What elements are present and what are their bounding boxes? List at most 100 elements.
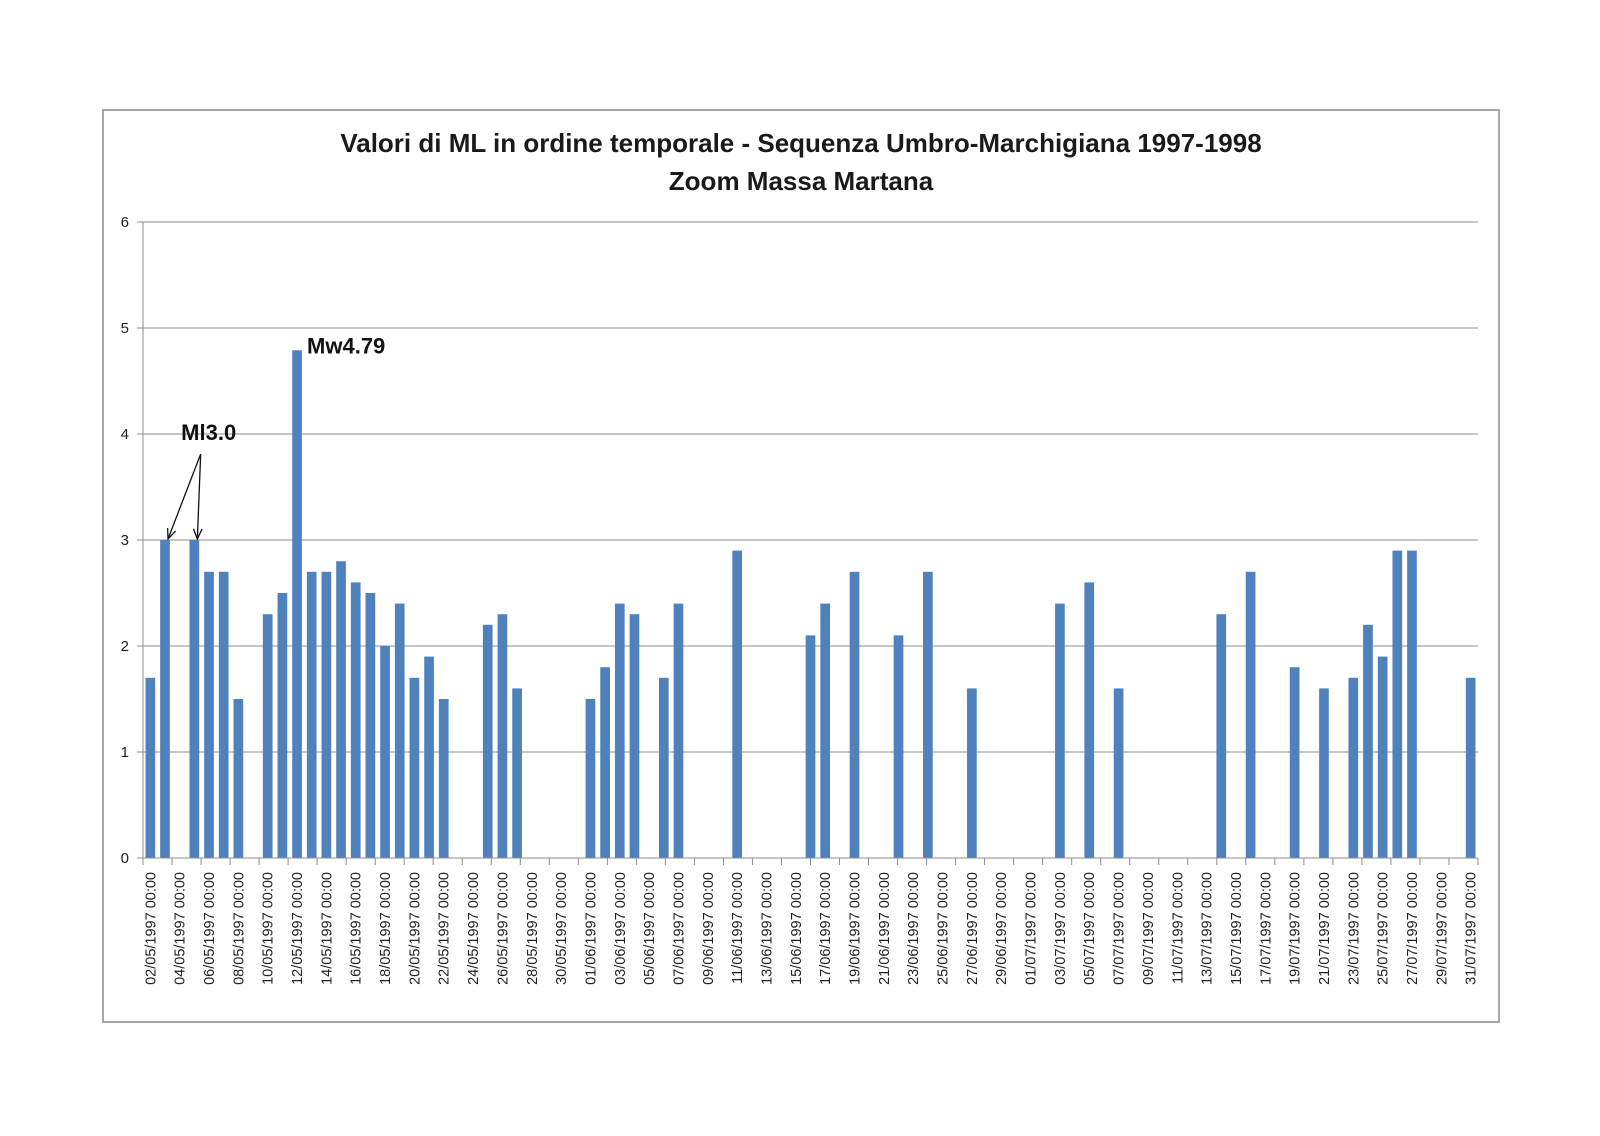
- x-tick-label: 15/07/1997 00:00: [1229, 872, 1245, 985]
- x-tick-label: 25/07/1997 00:00: [1376, 872, 1392, 985]
- x-tick-label: 31/07/1997 00:00: [1464, 872, 1480, 985]
- x-tick-label: 26/05/1997 00:00: [495, 872, 511, 985]
- x-tick-label: 02/05/1997 00:00: [143, 872, 159, 985]
- bar: [497, 614, 508, 858]
- x-tick-label: 25/06/1997 00:00: [936, 872, 952, 985]
- x-tick-label: 14/05/1997 00:00: [319, 872, 335, 985]
- annotation-ml-label: Ml3.0: [181, 420, 236, 445]
- x-tick-label: 03/07/1997 00:00: [1053, 872, 1069, 985]
- x-tick-label: 19/07/1997 00:00: [1288, 872, 1304, 985]
- bar: [614, 603, 625, 858]
- x-tick-label: 09/07/1997 00:00: [1141, 872, 1157, 985]
- x-tick-label: 07/07/1997 00:00: [1112, 872, 1128, 985]
- bar: [218, 571, 229, 858]
- bar: [394, 603, 405, 858]
- bar: [1245, 571, 1256, 858]
- bar: [336, 561, 346, 858]
- x-tick-label: 05/07/1997 00:00: [1082, 872, 1098, 985]
- bar: [189, 540, 200, 858]
- bar: [893, 635, 904, 858]
- x-tick-label: 17/07/1997 00:00: [1258, 872, 1274, 985]
- bar: [438, 699, 449, 858]
- y-tick-label: 5: [121, 320, 129, 337]
- y-tick-label: 3: [121, 532, 129, 549]
- arrowhead: [192, 528, 203, 541]
- x-tick-label: 15/06/1997 00:00: [789, 872, 805, 985]
- chart-subtitle: Zoom Massa Martana: [669, 166, 934, 196]
- bar: [1392, 550, 1403, 858]
- bar: [673, 603, 684, 858]
- bar: [1319, 688, 1329, 858]
- y-tick-label: 6: [121, 214, 129, 231]
- x-tick-label: 18/05/1997 00:00: [378, 872, 394, 985]
- bar: [820, 603, 831, 858]
- bars: [145, 350, 1476, 858]
- x-tick-label: 21/07/1997 00:00: [1317, 872, 1333, 985]
- bar: [732, 550, 742, 858]
- bar: [1348, 677, 1359, 858]
- x-tick-label: 12/05/1997 00:00: [290, 872, 306, 985]
- x-tick-label: 10/05/1997 00:00: [261, 872, 277, 985]
- arrowhead: [166, 527, 177, 541]
- bar: [306, 571, 317, 858]
- bar: [600, 667, 610, 858]
- x-tick-label: 29/06/1997 00:00: [994, 872, 1010, 985]
- bar: [1084, 582, 1095, 858]
- x-tick-label: 16/05/1997 00:00: [349, 872, 365, 985]
- bar: [629, 614, 640, 858]
- x-tick-label: 11/06/1997 00:00: [730, 872, 746, 984]
- bar: [1113, 688, 1124, 858]
- x-tick-label: 29/07/1997 00:00: [1434, 872, 1450, 985]
- x-tick-label: 06/05/1997 00:00: [202, 872, 218, 985]
- x-tick-label: 13/07/1997 00:00: [1200, 872, 1216, 985]
- x-tick-label: 27/07/1997 00:00: [1405, 872, 1421, 985]
- bar: [277, 593, 288, 858]
- y-axis-ticks: 0 1 2 3 4 5 6: [121, 214, 143, 867]
- bar: [409, 677, 420, 858]
- chart-border: [102, 109, 1500, 1023]
- bar: [380, 646, 390, 858]
- bar: [365, 593, 376, 858]
- x-tick-label: 07/06/1997 00:00: [671, 872, 687, 985]
- bar: [1289, 667, 1300, 858]
- chart-title: Valori di ML in ordine temporale - Seque…: [340, 128, 1261, 158]
- x-tick-label: 20/05/1997 00:00: [407, 872, 423, 985]
- bar: [204, 571, 214, 858]
- x-tick-label: 05/06/1997 00:00: [642, 872, 658, 985]
- y-tick-label: 0: [121, 850, 129, 867]
- annotation-arrow: [167, 453, 202, 540]
- bar: [1055, 603, 1065, 858]
- x-tick-label: 09/06/1997 00:00: [701, 872, 717, 985]
- x-tick-label: 23/06/1997 00:00: [906, 872, 922, 985]
- bar: [805, 635, 816, 858]
- x-tick-label: 01/06/1997 00:00: [583, 872, 599, 985]
- y-tick-label: 4: [121, 426, 129, 443]
- bar: [849, 571, 860, 858]
- x-tick-label: 19/06/1997 00:00: [848, 872, 864, 985]
- bar: [321, 571, 332, 858]
- x-tick-label: 21/06/1997 00:00: [877, 872, 893, 985]
- annotations: Mw4.79 Ml3.0: [166, 333, 385, 541]
- x-tick-label: 28/05/1997 00:00: [525, 872, 541, 985]
- y-tick-label: 1: [121, 744, 129, 761]
- bar: [923, 571, 933, 858]
- bar: [585, 699, 596, 858]
- bar: [658, 677, 669, 858]
- bar: [262, 614, 273, 858]
- y-tick-label: 2: [121, 638, 129, 655]
- x-tick-label: 01/07/1997 00:00: [1024, 872, 1040, 985]
- bar: [1407, 550, 1417, 858]
- bar: [1216, 614, 1227, 858]
- bar: [160, 540, 170, 858]
- bar: [424, 656, 434, 858]
- x-tick-label: 27/06/1997 00:00: [965, 872, 981, 985]
- x-tick-label: 13/06/1997 00:00: [759, 872, 775, 985]
- bar: [482, 624, 493, 858]
- bar: [1363, 624, 1373, 858]
- x-tick-label: 22/05/1997 00:00: [437, 872, 453, 985]
- x-tick-label: 03/06/1997 00:00: [613, 872, 629, 985]
- bar: [1465, 677, 1476, 858]
- bar: [292, 350, 302, 858]
